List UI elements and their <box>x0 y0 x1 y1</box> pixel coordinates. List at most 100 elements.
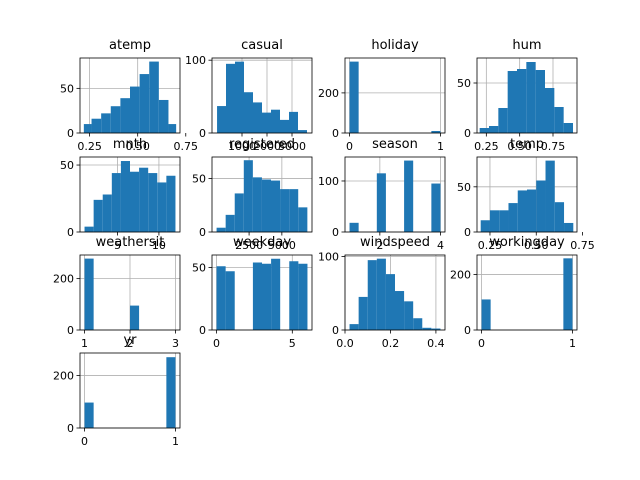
bar-casual-3 <box>244 92 253 133</box>
y-tick-label: 200 <box>318 87 339 100</box>
bar-season-3 <box>431 183 441 232</box>
subplot-title-holiday: holiday <box>371 38 419 53</box>
y-tick-label: 0 <box>67 226 74 239</box>
y-tick-label: 0 <box>67 127 74 140</box>
bar-casual-8 <box>289 111 298 133</box>
y-tick-label: 0 <box>199 226 206 239</box>
bar-temp-9 <box>564 222 574 232</box>
bar-temp-1 <box>489 210 500 232</box>
subplot-hum: 0.25 0.50 0.75 0 50 hum <box>457 38 578 153</box>
bar-weekday-0 <box>216 266 226 330</box>
subplot-temp: 0.25 0.50 0.75 0 50 temp <box>457 137 595 252</box>
bar-holiday-1 <box>431 130 441 133</box>
bar-windspeed-0 <box>349 324 359 330</box>
bar-casual-4 <box>253 102 262 133</box>
bar-weathersit-3 <box>130 305 140 330</box>
bar-hum-0 <box>479 128 489 133</box>
bar-holiday-0 <box>349 61 359 133</box>
bar-atemp-0 <box>83 124 92 133</box>
bar-mnth-2 <box>102 194 112 232</box>
y-tick-label: 0 <box>332 127 339 140</box>
bar-atemp-7 <box>149 61 159 134</box>
axes-frame-temp <box>476 156 578 233</box>
y-tick-label: 100 <box>318 175 339 188</box>
subplot-title-weekday: weekday <box>233 235 291 250</box>
subplot-yr: 0 1 0 200 yr <box>53 333 181 448</box>
y-tick-label: 0 <box>464 127 471 140</box>
bar-hum-2 <box>498 108 508 133</box>
bar-mnth-8 <box>157 182 167 232</box>
x-tick-label: 1000 <box>228 140 256 153</box>
bar-temp-5 <box>527 189 537 232</box>
x-tick-label: 5 <box>289 337 296 350</box>
bar-registered-2 <box>234 193 244 232</box>
subplot-title-temp: temp <box>510 137 544 152</box>
x-tick-label: 2500 <box>235 239 263 252</box>
bar-atemp-1 <box>91 118 102 133</box>
bar-workingday-1 <box>563 258 573 330</box>
bar-mnth-3 <box>111 173 121 232</box>
axes-frame-mnth <box>79 156 181 233</box>
y-tick-label: 200 <box>53 273 74 286</box>
x-tick-label: 1 <box>172 435 179 448</box>
bar-mnth-1 <box>93 199 103 232</box>
bar-hum-5 <box>526 62 536 133</box>
bar-weekday-3 <box>252 262 262 330</box>
y-tick-label: 50 <box>457 181 471 194</box>
subplot-season: 2 4 0 100 season <box>318 137 446 252</box>
bar-atemp-6 <box>139 74 150 133</box>
x-tick-label: 2000 <box>253 140 281 153</box>
bar-registered-1 <box>225 214 235 232</box>
bar-windspeed-7 <box>413 318 423 330</box>
bar-hum-3 <box>507 71 517 133</box>
x-tick-label: 0 <box>213 337 220 350</box>
bar-registered-0 <box>216 227 226 232</box>
bar-hum-7 <box>545 88 555 133</box>
bar-yr-0 <box>84 402 94 428</box>
y-tick-label: 200 <box>53 370 74 383</box>
axes-frame-yr <box>79 352 181 429</box>
x-tick-label: 0.75 <box>174 140 199 153</box>
bar-mnth-4 <box>120 161 130 232</box>
bar-windspeed-2 <box>367 260 377 330</box>
bar-temp-6 <box>536 180 546 232</box>
axes-frame-workingday <box>476 254 578 331</box>
bar-season-0 <box>349 222 359 232</box>
bar-registered-7 <box>280 189 290 232</box>
bar-casual-9 <box>298 130 307 133</box>
subplot-title-season: season <box>372 137 418 152</box>
axes-frame-season <box>344 156 446 233</box>
bar-registered-6 <box>271 180 281 232</box>
subplot-holiday: 0 1 0 200 holiday <box>318 38 446 153</box>
x-tick-label: 0 <box>478 337 485 350</box>
y-tick-label: 50 <box>60 82 74 95</box>
x-tick-label: 2 <box>127 337 134 350</box>
axes-frame-windspeed <box>344 254 446 331</box>
bar-temp-7 <box>545 160 555 232</box>
bar-weekday-4 <box>262 263 272 330</box>
y-tick-label: 200 <box>450 268 471 281</box>
y-tick-label: 0 <box>464 226 471 239</box>
bar-yr-1 <box>166 357 176 428</box>
x-tick-label: 1 <box>81 337 88 350</box>
bar-temp-4 <box>517 190 527 232</box>
bar-windspeed-6 <box>404 301 414 330</box>
x-tick-label: 0.75 <box>570 239 595 252</box>
bar-weathersit-0 <box>84 258 94 330</box>
bar-atemp-3 <box>110 106 121 133</box>
bar-atemp-8 <box>158 99 169 133</box>
y-tick-label: 50 <box>192 172 206 185</box>
bar-windspeed-8 <box>422 327 432 330</box>
bar-hum-9 <box>563 123 573 133</box>
bar-registered-3 <box>243 160 253 232</box>
x-tick-label: 0.75 <box>541 140 566 153</box>
bar-atemp-9 <box>168 124 177 133</box>
bar-season-1 <box>376 173 386 232</box>
x-tick-label: 0 <box>346 140 353 153</box>
bar-mnth-5 <box>130 171 140 232</box>
y-tick-label: 0 <box>464 324 471 337</box>
subplot-registered: 2500 5000 0 50 registered <box>192 137 313 252</box>
x-tick-label: 0.25 <box>474 140 499 153</box>
bar-mnth-9 <box>166 175 176 232</box>
